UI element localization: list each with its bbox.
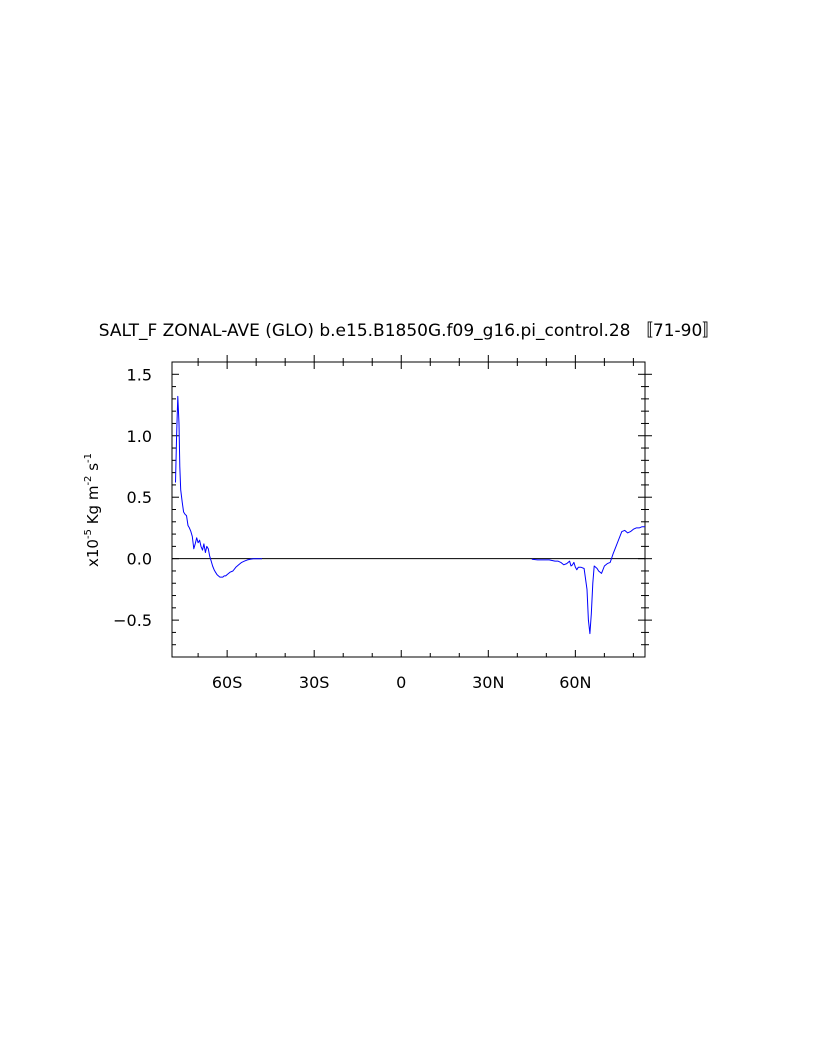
y-axis-label-unit1: Kg m (84, 486, 102, 530)
series-line (531, 526, 645, 635)
y-tick-label: 1.0 (127, 427, 152, 446)
y-axis-label-exp2: -2 (83, 476, 94, 486)
axis-tick-labels: 60S 30S 0 30N 60N 1.5 1.0 0.5 0.0 −0.5 (113, 365, 591, 692)
y-axis-label-exp3: -1 (83, 453, 94, 463)
y-axis-label: x10-5 Kg m-2 s-1 (83, 453, 102, 567)
series-line (175, 395, 262, 578)
series-group (175, 395, 645, 635)
x-tick-label: 30N (472, 673, 504, 692)
y-tick-label: 0.5 (127, 488, 152, 507)
x-tick-label: 30S (299, 673, 330, 692)
plot-frame (171, 361, 646, 658)
x-tick-label: 0 (396, 673, 406, 692)
y-tick-label: −0.5 (113, 611, 152, 630)
x-tick-label: 60S (212, 673, 243, 692)
y-axis-label-exp: -5 (83, 529, 94, 539)
chart-title: SALT_F ZONAL-AVE (GLO) b.e15.B1850G.f09_… (99, 321, 720, 341)
y-tick-label: 1.5 (127, 365, 152, 384)
y-tick-label: 0.0 (127, 550, 152, 569)
y-axis-label-prefix: x10 (84, 539, 102, 567)
axis-ticks (172, 355, 652, 657)
x-tick-label: 60N (559, 673, 591, 692)
y-axis-label-unit2: s (84, 463, 102, 476)
